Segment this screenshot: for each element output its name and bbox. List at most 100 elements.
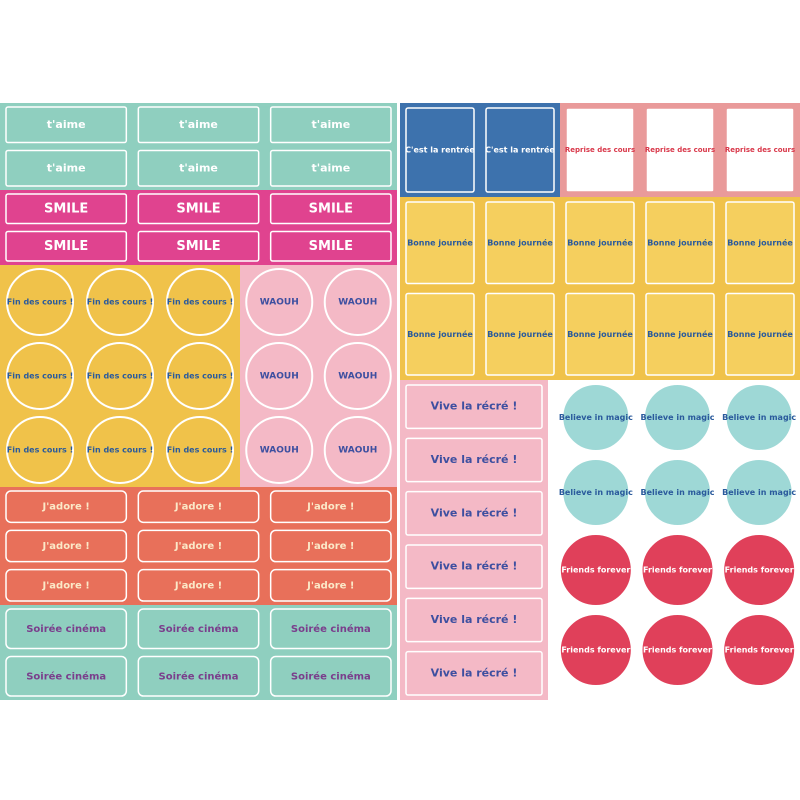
sticker [269, 193, 392, 225]
sticker-label: Vive la récré ! [431, 560, 518, 573]
sticker [5, 490, 128, 524]
sticker-label: SMILE [176, 239, 220, 254]
sticker [245, 268, 314, 336]
sticker [86, 268, 154, 336]
sticker [722, 613, 797, 687]
sticker [137, 149, 260, 187]
sticker [137, 655, 260, 697]
sticker [269, 655, 392, 697]
sticker [565, 201, 635, 285]
sticker [5, 230, 128, 262]
sticker-label: Bonne journée [487, 329, 553, 339]
sticker-label: SMILE [176, 201, 220, 216]
sticker-label: J'adore ! [306, 502, 354, 513]
sticker [5, 608, 128, 650]
sticker [485, 201, 555, 285]
sticker [640, 533, 715, 607]
sticker [269, 529, 392, 563]
sticker-label: Bonne journée [407, 329, 473, 339]
sticker-label: Friends forever [643, 566, 712, 575]
sticker-label: Bonne journée [407, 237, 473, 247]
sticker-label: Soirée cinéma [159, 623, 239, 635]
sticker [137, 608, 260, 650]
sticker-label: SMILE [309, 239, 353, 254]
sticker-label: J'adore ! [174, 541, 222, 552]
sticker [323, 342, 392, 410]
sticker [245, 342, 314, 410]
sticker [722, 533, 797, 607]
sticker-label: Friends forever [561, 566, 630, 575]
sticker-label: J'adore ! [306, 580, 354, 591]
sticker-label: Fin des cours ! [87, 298, 153, 307]
sticker-label: t'aime [179, 161, 218, 174]
sticker-label: t'aime [47, 118, 86, 131]
sticker-label: Soirée cinéma [26, 670, 106, 682]
sticker [405, 650, 543, 696]
sticker [5, 529, 128, 563]
sticker [5, 568, 128, 602]
sticker [5, 193, 128, 225]
sticker-label: WAOUH [338, 446, 377, 456]
sticker [6, 416, 74, 484]
sticker-label: WAOUH [260, 446, 299, 456]
sticker [645, 201, 715, 285]
sticker [485, 107, 555, 193]
sticker-label: J'adore ! [42, 580, 90, 591]
sticker-label: Fin des cours ! [167, 298, 233, 307]
sticker-label: Believe in magic [559, 413, 633, 422]
sticker-label: Soirée cinéma [291, 670, 371, 682]
sticker [269, 149, 392, 187]
sticker [405, 437, 543, 483]
sticker [643, 383, 712, 452]
sticker-block [400, 380, 548, 700]
sticker [269, 490, 392, 524]
sticker-label: J'adore ! [306, 541, 354, 552]
sticker [405, 597, 543, 643]
sticker-label: Fin des cours ! [87, 446, 153, 455]
sticker [166, 342, 234, 410]
sticker-label: Bonne journée [647, 329, 713, 339]
sticker-label: Bonne journée [567, 329, 633, 339]
sticker-label: Vive la récré ! [431, 400, 518, 413]
sticker-label: WAOUH [260, 298, 299, 308]
sticker [323, 268, 392, 336]
sticker [405, 384, 543, 430]
sticker [405, 292, 475, 376]
sticker-label: Fin des cours ! [7, 298, 73, 307]
sticker-label: Reprise des cours [565, 146, 635, 154]
sticker-label: Reprise des cours [645, 146, 715, 154]
sticker [137, 568, 260, 602]
sticker [137, 490, 260, 524]
sticker-label: Soirée cinéma [159, 670, 239, 682]
sticker-label: Soirée cinéma [291, 623, 371, 635]
sticker [137, 106, 260, 144]
sticker [5, 149, 128, 187]
sticker-label: Vive la récré ! [431, 453, 518, 466]
sticker-label: SMILE [309, 201, 353, 216]
sticker [565, 292, 635, 376]
sticker-label: Bonne journée [727, 237, 793, 247]
sticker-label: t'aime [311, 161, 350, 174]
sticker-label: SMILE [44, 239, 88, 254]
sticker [561, 383, 631, 452]
sticker [645, 292, 715, 376]
sticker [643, 458, 712, 527]
sticker-label: Soirée cinéma [26, 623, 106, 635]
sticker [565, 107, 635, 193]
sticker [5, 655, 128, 697]
sticker [166, 416, 234, 484]
sticker-label: Bonne journée [727, 329, 793, 339]
sticker-label: WAOUH [260, 372, 299, 382]
sticker-label: WAOUH [338, 298, 377, 308]
sticker [86, 416, 154, 484]
sticker [166, 268, 234, 336]
sticker [245, 416, 314, 484]
sticker-label: Believe in magic [640, 413, 714, 422]
sticker-label: Reprise des cours [725, 146, 795, 154]
sticker [6, 342, 74, 410]
sticker-label: Believe in magic [722, 413, 796, 422]
sticker-label: t'aime [311, 118, 350, 131]
sticker-label: Fin des cours ! [7, 372, 73, 381]
sticker-label: Believe in magic [722, 488, 796, 497]
sticker [485, 292, 555, 376]
